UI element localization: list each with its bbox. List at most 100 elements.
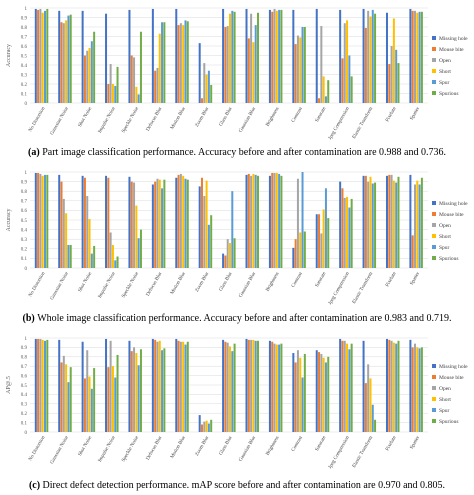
bar-short: [41, 175, 44, 268]
y-tick-label: 0.2: [21, 412, 28, 417]
y-tick-label: 0.5: [21, 384, 28, 389]
x-tick-label: Shot Noise: [78, 435, 94, 457]
bar-short: [65, 213, 68, 268]
bar-short: [182, 25, 185, 104]
bar-short: [158, 33, 161, 103]
bar-missing-hole: [315, 214, 318, 268]
bar-open: [156, 67, 159, 103]
bar-spurious: [327, 80, 330, 103]
bar-spurious: [46, 174, 49, 268]
bar-missing-hole: [105, 175, 108, 268]
x-tick-label: Brightness: [266, 106, 281, 127]
bar-spur: [254, 340, 257, 432]
bar-spurious: [374, 13, 377, 104]
x-tick-label: Gaussian Blur: [239, 106, 258, 133]
x-tick-label: Brightness: [266, 271, 281, 292]
bar-short: [252, 42, 255, 103]
legend-label: Missing hole: [439, 201, 468, 207]
bar-missing-hole: [175, 8, 178, 104]
legend-swatch: [432, 364, 436, 368]
bar-spur: [301, 377, 304, 432]
bar-short: [369, 16, 372, 103]
x-tick-label: Speckle Noise: [121, 435, 140, 463]
bar-short: [416, 180, 419, 268]
bar-open: [413, 343, 416, 432]
y-tick-label: 0.2: [21, 248, 28, 253]
bar-short: [299, 232, 302, 268]
bar-mouse-bite: [294, 362, 297, 432]
bar-short: [135, 353, 138, 432]
chart-panel-3: 0 0.1 0.2 0.3 0.4 0.5 0.6 0.7 0.8 0.9 1 AP@.5 No Dis…: [6, 337, 468, 491]
bar-mouse-bite: [411, 235, 414, 268]
legend-swatch: [432, 245, 436, 249]
bar-missing-hole: [151, 8, 154, 104]
bar-spurious: [327, 218, 330, 268]
bar-missing-hole: [292, 247, 295, 268]
x-tick-label: Elastic Transform: [352, 435, 374, 469]
bar-mouse-bite: [247, 38, 250, 103]
bar-missing-hole: [34, 338, 37, 432]
legend-label: Spur: [439, 408, 450, 414]
bar-spurious: [350, 76, 353, 103]
legend-swatch: [432, 212, 436, 216]
bar-spurious: [69, 244, 72, 268]
bar-short: [135, 205, 138, 268]
bar-spur: [67, 244, 70, 268]
bar-open: [39, 8, 42, 104]
bar-short: [416, 347, 419, 432]
bar-missing-hole: [292, 353, 295, 432]
bar-spur: [324, 362, 327, 432]
bar-short: [41, 12, 44, 103]
bar-spur: [371, 9, 374, 103]
bar-spurious: [210, 215, 213, 268]
bar-open: [250, 175, 253, 268]
y-tick-label: 0.4: [21, 228, 28, 233]
caption-text: Whole image classification performance. …: [37, 313, 451, 324]
bar-missing-hole: [315, 350, 318, 432]
bar-spurious: [303, 231, 306, 268]
bar-spur: [395, 182, 398, 268]
bar-short: [346, 20, 349, 104]
bar-open: [179, 173, 182, 268]
bar-spur: [67, 382, 70, 432]
bar-short: [205, 180, 208, 268]
bar-spurious: [139, 349, 142, 432]
legend-label: Missing hole: [439, 364, 468, 370]
bar-open: [226, 26, 229, 103]
bar-spur: [301, 172, 304, 268]
y-tick-label: 0.9: [21, 16, 28, 21]
bar-missing-hole: [175, 177, 178, 268]
bar-mouse-bite: [411, 10, 414, 104]
x-tick-label: Spatter: [410, 271, 422, 286]
bar-missing-hole: [151, 184, 154, 268]
bar-spur: [207, 70, 210, 103]
bar-missing-hole: [58, 339, 61, 432]
y-tick-label: 0: [25, 267, 28, 272]
bar-spurious: [163, 22, 166, 103]
y-tick-label: 0.7: [21, 35, 28, 40]
bar-spur: [395, 49, 398, 103]
bar-missing-hole: [268, 175, 271, 268]
bar-open: [296, 350, 299, 432]
bar-spurious: [210, 419, 213, 432]
x-tick-label: Defocus Blur: [146, 106, 164, 132]
bar-spur: [161, 22, 164, 103]
bar-mouse-bite: [60, 362, 63, 432]
bar-missing-hole: [409, 339, 412, 432]
bar-spurious: [210, 84, 213, 103]
bar-open: [390, 340, 393, 432]
bar-mouse-bite: [130, 55, 133, 103]
legend-label: Short: [439, 69, 451, 75]
bar-missing-hole: [58, 174, 61, 268]
bar-missing-hole: [245, 338, 248, 432]
bar-spur: [231, 351, 234, 432]
bar-open: [62, 23, 65, 104]
bar-open: [156, 178, 159, 268]
bar-short: [111, 244, 114, 268]
panel-caption: (c) Direct defect detection performance.…: [29, 480, 445, 491]
bar-short: [158, 179, 161, 268]
bar-spurious: [280, 175, 283, 268]
bar-short: [135, 86, 138, 103]
x-tick-label: Motion Blur: [170, 106, 187, 130]
bar-mouse-bite: [364, 383, 367, 432]
